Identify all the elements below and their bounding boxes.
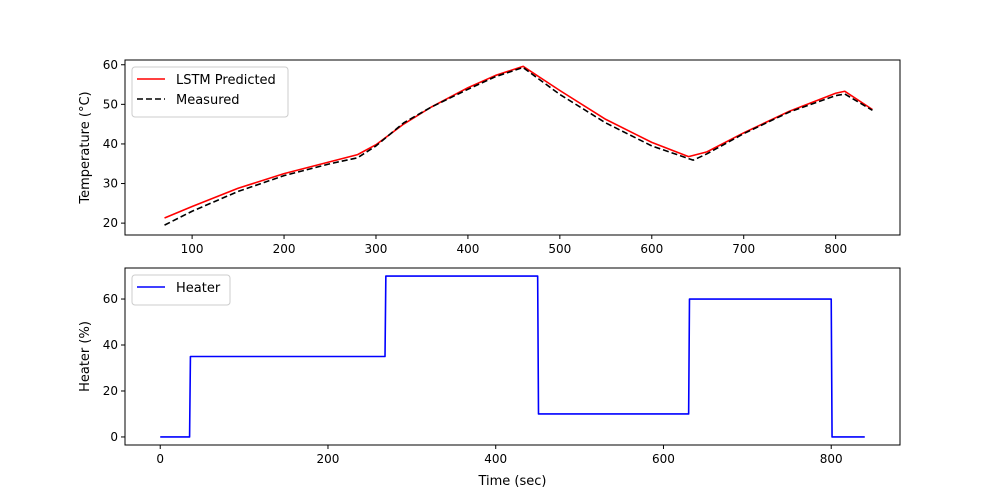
plot-frame	[124, 267, 901, 446]
x-axis-label: Time (sec)	[477, 474, 546, 489]
legend-label: LSTM Predicted	[176, 73, 276, 88]
y-tick-label: 0	[110, 430, 118, 444]
x-tick-label: 600	[640, 242, 663, 256]
plot-frame	[124, 59, 901, 236]
y-tick-label: 30	[103, 177, 118, 191]
x-tick-label: 700	[732, 242, 755, 256]
y-tick-label: 60	[103, 292, 118, 306]
x-tick-label: 300	[365, 242, 388, 256]
legend-box	[131, 66, 289, 118]
y-tick-label: 20	[103, 216, 118, 230]
legend-label: Measured	[176, 93, 240, 108]
x-tick-label: 200	[273, 242, 296, 256]
legend-label: Heater	[176, 281, 221, 296]
x-tick-label: 600	[652, 452, 675, 466]
x-tick-label: 0	[156, 452, 164, 466]
x-tick-label: 100	[181, 242, 204, 256]
x-tick-label: 800	[824, 242, 847, 256]
y-tick-label: 40	[103, 137, 118, 151]
y-axis-label: Temperature (°C)	[78, 91, 93, 204]
y-tick-label: 50	[103, 97, 118, 111]
x-tick-label: 400	[456, 242, 479, 256]
series-line-lstm-predicted	[164, 65, 873, 219]
legend-box	[131, 274, 231, 306]
temperature-panel: 100 200 300 400 500 600 700 800 20 30 40 50 60 Temper…	[78, 58, 901, 256]
y-tick-label: 60	[103, 58, 118, 72]
y-tick-label: 40	[103, 338, 118, 352]
x-tick-label: 800	[820, 452, 843, 466]
y-axis-label: Heater (%)	[78, 321, 93, 392]
series-line-measured	[164, 66, 873, 226]
x-tick-label: 200	[317, 452, 340, 466]
x-tick-label: 500	[548, 242, 571, 256]
x-tick-label: 400	[484, 452, 507, 466]
y-tick-label: 20	[103, 384, 118, 398]
heater-panel: 0 200 400 600 800 0 20 40 60 Heater (%) Time (sec)…	[78, 267, 901, 489]
series-line-heater	[160, 275, 865, 438]
